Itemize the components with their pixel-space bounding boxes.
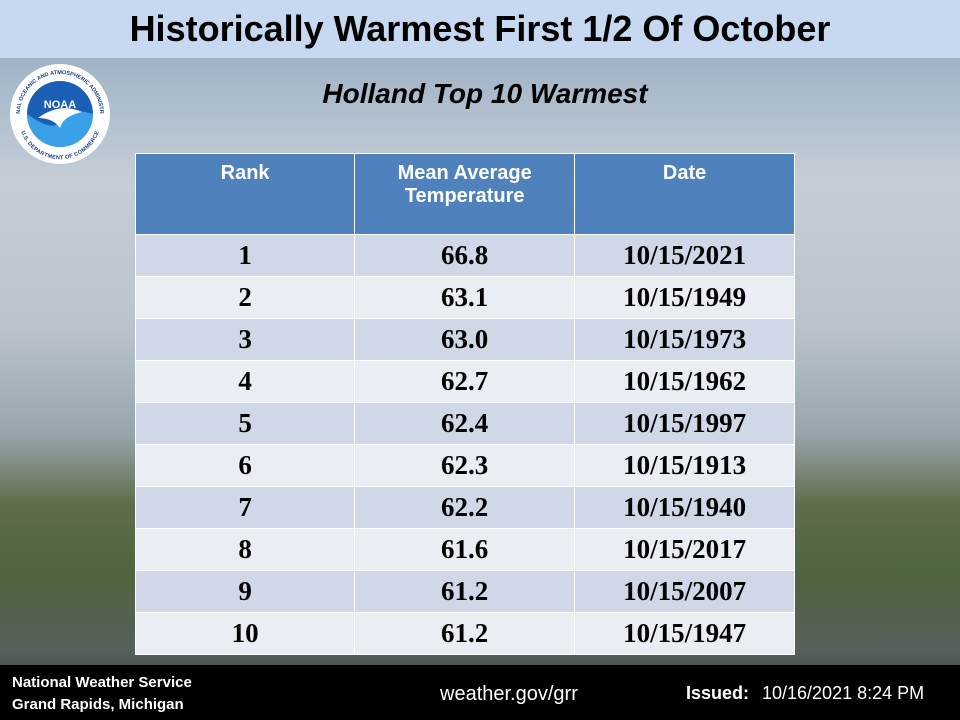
title-bar — [0, 0, 960, 58]
table-cell: 3 — [134, 318, 356, 361]
table-cell: 10/15/2021 — [574, 234, 795, 277]
office: National Weather Service — [12, 674, 192, 691]
title: Historically Warmest First 1/2 Of Octobe… — [129, 8, 831, 49]
table-cell: 61.2 — [354, 612, 576, 655]
table-cell: 10/15/2017 — [574, 528, 795, 571]
table-cell: 61.2 — [354, 570, 576, 613]
table-cell: 62.2 — [354, 486, 576, 529]
table-cell: 66.8 — [354, 234, 576, 277]
table-cell: 62.4 — [354, 402, 576, 445]
table-row: 8 61.6 10/15/2017 — [134, 528, 795, 571]
table: Rank Mean Average Temperature Date 1 66.8 10/… — [134, 153, 795, 655]
table-cell: 10/15/1940 — [574, 486, 795, 529]
column-header: Mean Average Temperature — [354, 153, 576, 235]
logo-name: NOAA — [44, 99, 76, 111]
table-cell: 63.0 — [354, 318, 576, 361]
table-cell: 10/15/1997 — [574, 402, 795, 445]
issued-label: Issued: — [686, 683, 750, 703]
subtitle: Holland Top 10 Warmest — [322, 78, 648, 109]
table-row: 1 66.8 10/15/2021 — [134, 234, 795, 277]
issued-date: 10/16/2021 8:24 PM — [762, 683, 925, 703]
table-cell: 10 — [134, 612, 356, 655]
table-cell: 10/15/1949 — [574, 276, 795, 319]
table-row: 9 61.2 10/15/2007 — [134, 570, 795, 613]
noaa-logo: NOAA NATIONAL OCEANIC AND ATMOSPHERIC AD… — [8, 62, 110, 164]
table-cell: 1 — [134, 234, 356, 277]
column-header: Date — [574, 153, 795, 235]
table-cell: 9 — [134, 570, 356, 613]
website: weather.gov/grr — [440, 683, 578, 705]
table-row: 10 61.2 10/15/1947 — [134, 612, 795, 655]
table-cell: 6 — [134, 444, 356, 487]
table-cell: 10/15/1947 — [574, 612, 795, 655]
location: Grand Rapids, Michigan — [12, 696, 184, 713]
table-cell: 7 — [134, 486, 356, 529]
table-cell: 10/15/1962 — [574, 360, 795, 403]
table-cell: 63.1 — [354, 276, 576, 319]
table-cell: 62.7 — [354, 360, 576, 403]
table-cell: 5 — [134, 402, 356, 445]
table-cell: 2 — [134, 276, 356, 319]
footer: National Weather Service Grand Rapids, M… — [0, 665, 960, 720]
table-cell: 10/15/1913 — [574, 444, 795, 487]
table-cell: 61.6 — [354, 528, 576, 571]
table-cell: 10/15/2007 — [574, 570, 795, 613]
table-cell: 8 — [134, 528, 356, 571]
table-row: 2 63.1 10/15/1949 — [134, 276, 795, 319]
table-cell: 62.3 — [354, 444, 576, 487]
table-row: 3 63.0 10/15/1973 — [134, 318, 795, 361]
table-row: 7 62.2 10/15/1940 — [134, 486, 795, 529]
table-row: 4 62.7 10/15/1962 — [134, 360, 795, 403]
table-cell: 4 — [134, 360, 356, 403]
table-row: 6 62.3 10/15/1913 — [134, 444, 795, 487]
table-cell: 10/15/1973 — [574, 318, 795, 361]
table-row: 5 62.4 10/15/1997 — [134, 402, 795, 445]
column-header: Rank — [134, 153, 356, 235]
